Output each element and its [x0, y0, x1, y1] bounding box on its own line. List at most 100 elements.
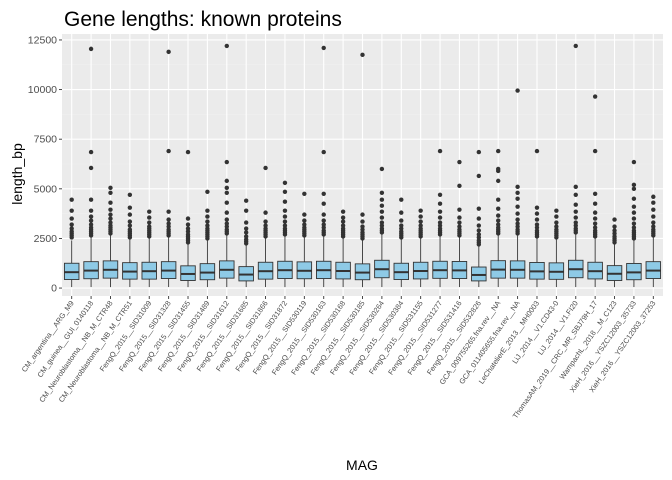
box-group — [509, 88, 526, 288]
box-group — [102, 185, 119, 288]
box-group — [645, 194, 662, 288]
outlier-point — [631, 196, 637, 201]
box-group — [548, 208, 565, 288]
outlier-point — [88, 214, 94, 219]
outlier-point — [302, 218, 307, 223]
outlier-point — [282, 219, 288, 224]
outlier-point — [127, 205, 133, 210]
outlier-point — [457, 183, 462, 189]
outlier-point — [243, 234, 249, 239]
outlier-point — [360, 212, 365, 217]
outlier-point — [340, 219, 346, 224]
outlier-point — [651, 224, 656, 229]
outlier-point — [205, 214, 210, 219]
outlier-point — [399, 210, 404, 215]
outlier-point — [282, 208, 288, 213]
outlier-point — [437, 220, 443, 225]
outlier-point — [592, 191, 598, 196]
outlier-point — [573, 192, 578, 197]
outlier-point — [534, 217, 540, 222]
outlier-point — [496, 218, 501, 223]
outlier-point — [573, 220, 578, 225]
outlier-point — [263, 165, 268, 171]
outlier-point — [88, 165, 94, 171]
y-tick-label: 12500 — [28, 34, 57, 46]
outlier-point — [321, 201, 326, 206]
outlier-point — [476, 206, 482, 211]
outlier-point — [205, 189, 210, 194]
outlier-point — [573, 202, 578, 207]
outlier-point — [360, 224, 365, 229]
outlier-point — [224, 210, 229, 215]
outlier-point — [554, 220, 559, 225]
outlier-point — [108, 216, 113, 221]
outlier-point — [69, 226, 74, 231]
box-group — [141, 209, 157, 288]
y-tick-label: 2500 — [34, 233, 58, 245]
outlier-point — [476, 228, 482, 233]
outlier-point — [379, 209, 385, 214]
box-group — [568, 43, 584, 288]
outlier-point — [302, 212, 307, 217]
outlier-point — [108, 190, 113, 195]
outlier-point — [321, 149, 326, 155]
outlier-point — [147, 220, 152, 225]
outlier-point — [418, 219, 423, 224]
outlier-point — [651, 207, 656, 212]
outlier-point — [554, 214, 559, 219]
outlier-point — [224, 185, 229, 191]
outlier-point — [534, 222, 540, 227]
outlier-point — [302, 222, 307, 227]
box-group — [412, 208, 429, 288]
box-group — [393, 197, 409, 288]
outlier-point — [515, 184, 520, 190]
outlier-point — [243, 230, 249, 235]
outlier-point — [379, 203, 385, 208]
outlier-point — [243, 226, 249, 231]
box-group — [587, 94, 603, 288]
outlier-point — [321, 191, 326, 196]
chart-title: Gene lengths: known proteins — [64, 8, 342, 31]
outlier-point — [263, 219, 268, 224]
outlier-point — [127, 227, 133, 232]
box-group — [451, 159, 468, 288]
outlier-point — [166, 221, 171, 226]
box-group — [490, 148, 506, 288]
y-tick-label: 5000 — [34, 183, 58, 195]
outlier-point — [573, 43, 578, 49]
outlier-point — [592, 221, 598, 226]
box-group — [606, 217, 623, 288]
box-group — [626, 159, 642, 288]
outlier-point — [127, 223, 133, 228]
outlier-point — [592, 201, 598, 206]
outlier-point — [496, 222, 501, 227]
outlier-point — [379, 166, 385, 172]
outlier-point — [340, 215, 346, 220]
outlier-point — [534, 148, 540, 154]
box-group — [296, 191, 313, 288]
outlier-point — [437, 215, 443, 220]
outlier-point — [360, 219, 365, 224]
outlier-point — [127, 192, 133, 197]
outlier-point — [418, 214, 423, 219]
outlier-point — [185, 149, 191, 155]
outlier-point — [437, 148, 443, 154]
outlier-point — [631, 182, 637, 188]
outlier-point — [108, 200, 113, 205]
outlier-point — [515, 204, 520, 209]
outlier-point — [147, 215, 152, 220]
y-tick-label: 0 — [51, 283, 57, 295]
outlier-point — [108, 185, 113, 191]
outlier-point — [592, 225, 598, 230]
outlier-point — [476, 216, 482, 221]
outlier-point — [243, 220, 249, 225]
outlier-point — [127, 212, 133, 217]
outlier-point — [437, 192, 443, 197]
outlier-point — [496, 206, 501, 211]
y-axis: 0 2500 5000 7500 10000 12500 — [28, 34, 62, 295]
outlier-point — [631, 210, 637, 215]
outlier-point — [515, 221, 520, 226]
y-axis-title: length_bp — [9, 143, 25, 205]
box-group — [374, 166, 390, 288]
